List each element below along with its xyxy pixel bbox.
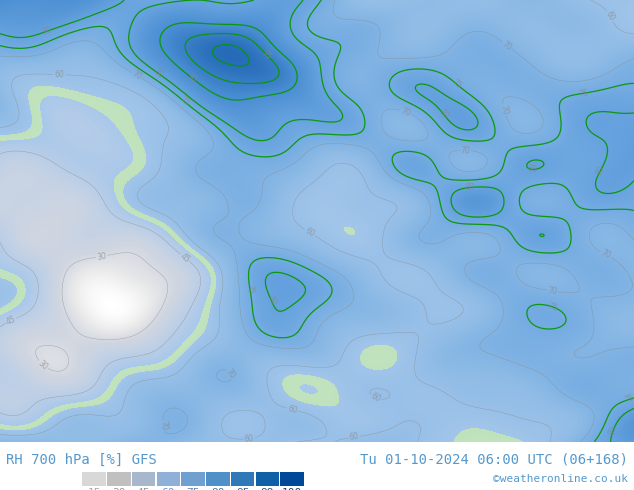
Text: 75: 75: [450, 77, 463, 91]
Text: 80: 80: [266, 294, 278, 307]
Text: 45: 45: [137, 488, 150, 490]
Text: 70: 70: [158, 420, 168, 431]
Text: ©weatheronline.co.uk: ©weatheronline.co.uk: [493, 474, 628, 484]
Text: 80: 80: [527, 164, 538, 174]
Text: 80: 80: [465, 182, 476, 193]
Bar: [82, 472, 106, 486]
Text: 30: 30: [112, 488, 126, 490]
Bar: [132, 472, 155, 486]
Text: 60: 60: [349, 432, 360, 442]
Text: 80: 80: [152, 67, 165, 80]
Text: 90: 90: [186, 72, 199, 85]
Text: 75: 75: [186, 488, 200, 490]
Text: 15: 15: [87, 488, 101, 490]
Text: 75: 75: [178, 95, 191, 108]
Text: 80: 80: [595, 164, 607, 177]
Text: 100: 100: [282, 488, 302, 490]
Text: RH 700 hPa [%] GFS: RH 700 hPa [%] GFS: [6, 453, 157, 466]
Text: 80: 80: [607, 424, 619, 436]
Text: 70: 70: [500, 39, 514, 52]
Text: 60: 60: [162, 488, 175, 490]
Text: Tu 01-10-2024 06:00 UTC (06+168): Tu 01-10-2024 06:00 UTC (06+168): [359, 453, 628, 466]
Bar: [231, 472, 254, 486]
Bar: [280, 472, 304, 486]
Bar: [181, 472, 205, 486]
Text: 60: 60: [369, 392, 382, 404]
Text: 60: 60: [244, 434, 255, 444]
Text: 95: 95: [236, 488, 249, 490]
Text: 75: 75: [623, 393, 634, 405]
Text: 60: 60: [303, 226, 316, 239]
Text: 30: 30: [36, 358, 49, 371]
Text: 70: 70: [130, 69, 143, 82]
Text: 99: 99: [261, 488, 274, 490]
Text: 45: 45: [5, 315, 18, 327]
Text: 70: 70: [460, 146, 470, 155]
Text: 60: 60: [604, 10, 616, 23]
Text: 45: 45: [178, 251, 191, 264]
Text: 80: 80: [42, 25, 54, 37]
Text: 75: 75: [245, 284, 255, 294]
Text: 60: 60: [287, 404, 298, 415]
Text: 95: 95: [260, 48, 273, 61]
Bar: [107, 472, 131, 486]
Text: 75: 75: [578, 88, 589, 98]
Text: 70: 70: [548, 286, 559, 296]
Bar: [256, 472, 279, 486]
Text: 90: 90: [211, 488, 224, 490]
Text: 70: 70: [599, 248, 612, 261]
Text: 30: 30: [96, 251, 107, 262]
Text: 80: 80: [437, 108, 450, 121]
Text: 70: 70: [399, 106, 411, 118]
Text: 60: 60: [55, 70, 65, 79]
Text: 70: 70: [498, 104, 510, 116]
Bar: [206, 472, 230, 486]
Text: 75: 75: [547, 301, 559, 313]
Text: 70: 70: [224, 367, 237, 380]
Bar: [157, 472, 180, 486]
